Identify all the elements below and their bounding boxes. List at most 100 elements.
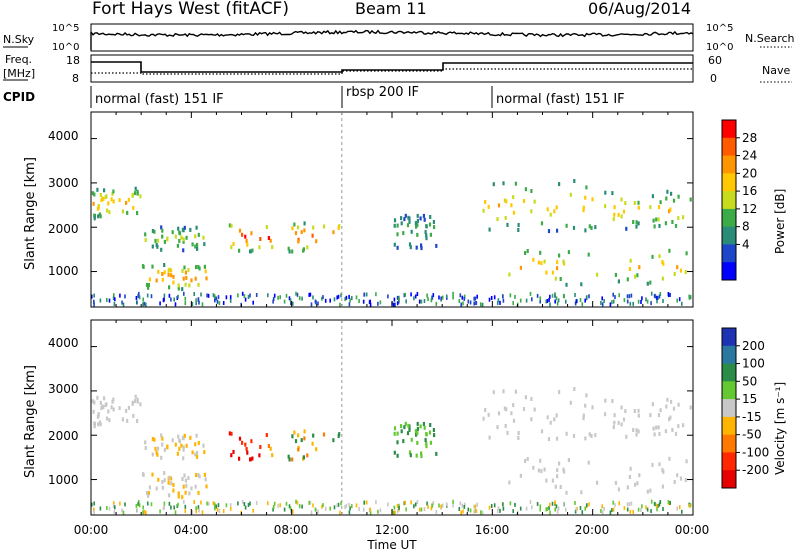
velocity-cell	[279, 503, 281, 508]
velocity-cell	[600, 509, 602, 513]
power-cell	[418, 299, 421, 304]
velocity-cell	[291, 457, 294, 462]
velocity-cell	[580, 490, 583, 495]
power-cell	[461, 295, 464, 300]
velocity-cell	[664, 429, 667, 434]
power-cell	[676, 265, 679, 270]
power-cell	[506, 222, 509, 227]
power-cell	[197, 282, 200, 287]
freq-trace	[91, 61, 693, 73]
velocity-cell	[655, 425, 658, 430]
power-cell	[301, 296, 303, 301]
power-cell	[565, 299, 567, 304]
power-cell	[415, 245, 418, 250]
velocity-cell	[425, 441, 428, 446]
velocity-cell	[269, 446, 272, 451]
velocity-cell	[623, 506, 626, 511]
power-cell	[174, 302, 177, 307]
power-cell	[184, 282, 187, 287]
velocity-cell	[418, 507, 421, 512]
power-cell	[632, 301, 634, 306]
power-cell	[405, 299, 407, 304]
power-cell	[291, 249, 294, 254]
colorbar-cell	[722, 381, 736, 400]
power-cell	[685, 251, 688, 256]
colorbar-frame	[721, 327, 737, 489]
velocity-cell	[265, 433, 268, 437]
velocity-cell	[403, 501, 406, 506]
velocity-cell	[163, 478, 166, 483]
velocity-cell	[291, 434, 294, 439]
power-cell	[295, 291, 297, 296]
velocity-cell	[617, 487, 620, 492]
velocity-cell	[396, 509, 399, 514]
velocity-cell	[369, 510, 372, 515]
velocity-cell	[163, 501, 166, 506]
power-cell	[403, 293, 406, 298]
velocity-cell	[614, 480, 617, 485]
power-cell	[661, 259, 664, 264]
cpid-segment-1: normal (fast) 151 IF	[95, 92, 224, 107]
power-cell	[414, 221, 417, 226]
power-cell	[396, 295, 399, 300]
velocity-cell	[398, 505, 400, 510]
velocity-cell	[203, 472, 206, 477]
velocity-cell	[617, 420, 620, 425]
velocity-cell	[185, 483, 188, 488]
colorbar-tick-label: 20	[742, 166, 757, 180]
velocity-cell	[344, 505, 346, 510]
velocity-cell	[138, 503, 141, 508]
power-cell	[369, 302, 372, 307]
x-tick-4: 16:00	[475, 523, 510, 537]
velocity-cell	[601, 504, 603, 509]
power-cell	[291, 226, 294, 231]
velocity-cell	[549, 502, 551, 507]
power-cell	[108, 210, 111, 215]
power-cell	[222, 301, 225, 305]
velocity-cell	[161, 485, 164, 490]
power-cell	[406, 223, 410, 228]
power-cell	[145, 302, 147, 307]
velocity-cell	[668, 456, 671, 461]
velocity-cell	[429, 440, 432, 445]
power-cell	[168, 293, 171, 298]
velocity-cell	[637, 507, 640, 512]
velocity-cell	[565, 431, 568, 436]
power-cell	[628, 294, 631, 299]
power-cell	[355, 295, 358, 300]
power-cell	[424, 230, 427, 234]
velocity-cell	[197, 440, 200, 445]
power-cell	[217, 295, 220, 300]
velocity-cell	[154, 446, 157, 451]
power-cell	[504, 215, 507, 220]
velocity-cell	[349, 506, 351, 511]
power-cell	[322, 224, 326, 229]
power-cell	[547, 229, 551, 234]
power-cell	[640, 300, 642, 304]
velocity-cell	[160, 433, 163, 438]
power-cell	[308, 292, 310, 297]
noise-tick-right-bottom: 10^0	[706, 42, 733, 53]
power-cell	[618, 293, 620, 298]
nave-label: Nave	[762, 64, 790, 77]
power-cell	[403, 217, 406, 222]
velocity-y-tick-3000: 3000	[48, 382, 79, 396]
power-cell	[404, 292, 406, 297]
power-y-tick-2000: 2000	[48, 222, 79, 236]
velocity-cell	[184, 490, 187, 495]
velocity-cell	[640, 508, 642, 512]
power-cell	[241, 232, 244, 237]
velocity-cell	[136, 399, 139, 404]
velocity-cell	[658, 431, 661, 436]
power-cell	[151, 244, 154, 249]
power-cell	[272, 297, 275, 301]
power-cell	[181, 287, 184, 292]
velocity-cell	[638, 473, 641, 478]
velocity-cell	[613, 413, 616, 418]
velocity-cell	[530, 417, 533, 422]
power-cell	[613, 205, 616, 210]
power-cell	[445, 294, 448, 299]
power-cell	[252, 300, 254, 305]
velocity-cell	[676, 506, 678, 511]
velocity-cell	[232, 449, 235, 454]
